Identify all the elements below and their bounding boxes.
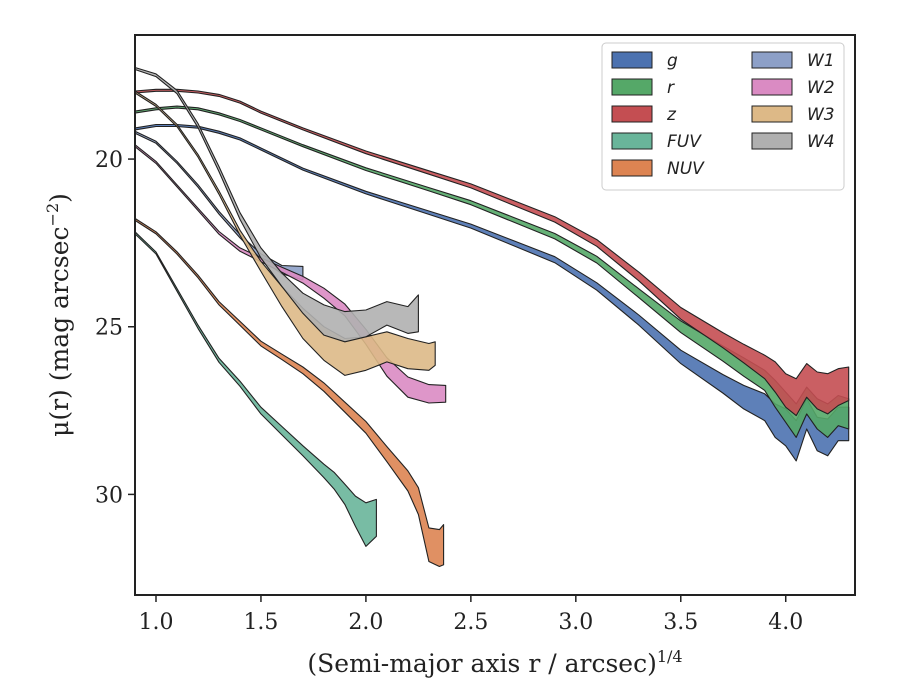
- x-tick-label: 1.5: [243, 610, 278, 635]
- legend-label-w3: W3: [807, 105, 835, 125]
- legend-label-w1: W1: [807, 51, 835, 71]
- y-axis-label-exponent: −2: [43, 203, 62, 227]
- legend-swatch-w3: [751, 105, 793, 123]
- x-tick-label: 1.0: [138, 610, 173, 635]
- x-tick-label: 4.0: [768, 610, 803, 635]
- series-band-w1: [134, 130, 304, 281]
- series-band-r: [134, 105, 850, 438]
- series-band-fuv: [134, 231, 377, 547]
- legend-swatch-fuv: [611, 132, 653, 150]
- legend-swatch-nuv: [611, 159, 653, 177]
- x-axis-label: (Semi-major axis r / arcsec)1/4: [307, 647, 682, 678]
- x-tick-label: 3.0: [558, 610, 593, 635]
- y-tick-label: 30: [95, 483, 123, 508]
- legend-label-z: z: [666, 105, 677, 125]
- series-band-g: [134, 123, 850, 462]
- y-axis: 20 25 30: [95, 148, 135, 508]
- legend-swatch-w1: [751, 51, 793, 69]
- legend-label-nuv: NUV: [667, 159, 705, 179]
- legend-label-fuv: FUV: [667, 132, 702, 152]
- series-bands: [134, 66, 850, 568]
- legend-label-w2: W2: [807, 78, 835, 98]
- legend: grz FUV NUV W1 W2 W3 W4: [601, 42, 845, 191]
- x-tick-label: 3.5: [663, 610, 698, 635]
- legend-swatch-w4: [751, 132, 793, 150]
- legend-swatch-r: [611, 78, 653, 96]
- x-axis: 1.0 1.5 2.0 2.5 3.0 3.5 4.0: [138, 595, 803, 635]
- legend-label-r: r: [667, 78, 675, 98]
- series-band-w3: [134, 90, 436, 376]
- x-tick-label: 2.5: [453, 610, 488, 635]
- y-tick-label: 20: [95, 148, 123, 173]
- legend-swatch-z: [611, 105, 653, 123]
- legend-label-g: g: [667, 51, 678, 71]
- y-tick-label: 25: [95, 316, 123, 341]
- y-axis-label: μ(r) (mag arcsec−2): [43, 193, 74, 437]
- legend-swatch-g: [611, 51, 653, 69]
- x-tick-label: 2.0: [348, 610, 383, 635]
- legend-swatch-w2: [751, 78, 793, 96]
- x-axis-label-exponent: 1/4: [657, 647, 683, 666]
- legend-label-w4: W4: [807, 132, 835, 152]
- series-band-z: [134, 88, 850, 417]
- series-band-nuv: [134, 217, 445, 568]
- series-band-w4: [134, 66, 419, 343]
- plot-frame: [134, 34, 856, 596]
